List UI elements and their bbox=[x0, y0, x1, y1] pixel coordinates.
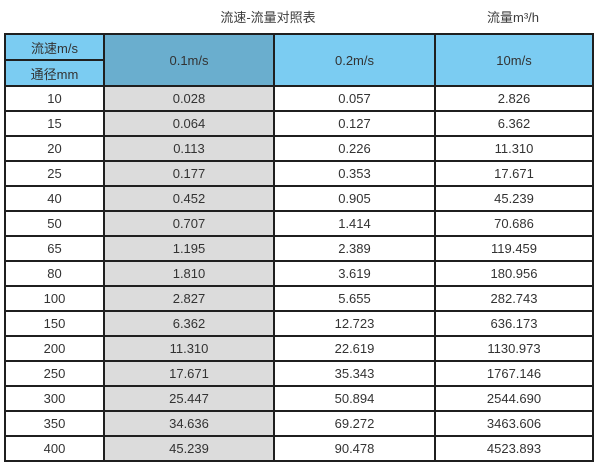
diameter-cell: 50 bbox=[4, 210, 105, 237]
header-diameter-label: 通径mm bbox=[4, 59, 105, 87]
flow-cell-0-2ms: 2.389 bbox=[273, 235, 436, 262]
table-row: 20 0.113 0.226 11.310 bbox=[4, 135, 594, 162]
flow-cell-0-2ms: 3.619 bbox=[273, 260, 436, 287]
page-title: 流速-流量对照表 bbox=[220, 10, 316, 25]
column-header-0-2ms: 0.2m/s bbox=[273, 33, 436, 87]
table-header: 流速m/s 0.1m/s 0.2m/s 10m/s 通径mm bbox=[4, 33, 594, 87]
table-row: 400 45.239 90.478 4523.893 bbox=[4, 435, 594, 462]
table-row: 15 0.064 0.127 6.362 bbox=[4, 110, 594, 137]
flow-cell-0-2ms: 1.414 bbox=[273, 210, 436, 237]
diameter-cell: 200 bbox=[4, 335, 105, 362]
table-row: 200 11.310 22.619 1130.973 bbox=[4, 335, 594, 362]
flow-cell-10ms: 3463.606 bbox=[434, 410, 594, 437]
diameter-cell: 20 bbox=[4, 135, 105, 162]
flow-cell-0-1ms: 0.064 bbox=[103, 110, 275, 137]
header-row-top: 流速m/s 0.1m/s 0.2m/s 10m/s bbox=[4, 33, 594, 87]
diameter-cell: 150 bbox=[4, 310, 105, 337]
flow-cell-0-1ms: 2.827 bbox=[103, 285, 275, 312]
flow-cell-10ms: 282.743 bbox=[434, 285, 594, 312]
diameter-cell: 250 bbox=[4, 360, 105, 387]
table-row: 250 17.671 35.343 1767.146 bbox=[4, 360, 594, 387]
header-row-bottom: 通径mm bbox=[4, 59, 593, 87]
flow-cell-10ms: 17.671 bbox=[434, 160, 594, 187]
flow-cell-10ms: 119.459 bbox=[434, 235, 594, 262]
flow-cell-10ms: 70.686 bbox=[434, 210, 594, 237]
flow-cell-0-2ms: 69.272 bbox=[273, 410, 436, 437]
table-row: 80 1.810 3.619 180.956 bbox=[4, 260, 594, 287]
flow-cell-10ms: 180.956 bbox=[434, 260, 594, 287]
diameter-cell: 10 bbox=[4, 85, 105, 112]
table-body: 10 0.028 0.057 2.826 15 0.064 0.127 6.36… bbox=[4, 85, 594, 462]
flow-cell-10ms: 1767.146 bbox=[434, 360, 594, 387]
table-row: 300 25.447 50.894 2544.690 bbox=[4, 385, 594, 412]
flow-cell-10ms: 6.362 bbox=[434, 110, 594, 137]
flow-cell-0-2ms: 0.353 bbox=[273, 160, 436, 187]
table-row: 100 2.827 5.655 282.743 bbox=[4, 285, 594, 312]
diameter-cell: 65 bbox=[4, 235, 105, 262]
header-velocity-label: 流速m/s bbox=[4, 33, 105, 61]
flow-cell-0-1ms: 45.239 bbox=[103, 435, 275, 462]
table-row: 10 0.028 0.057 2.826 bbox=[4, 85, 594, 112]
table-row: 25 0.177 0.353 17.671 bbox=[4, 160, 594, 187]
diameter-cell: 350 bbox=[4, 410, 105, 437]
flow-cell-0-1ms: 1.810 bbox=[103, 260, 275, 287]
flow-cell-0-1ms: 11.310 bbox=[103, 335, 275, 362]
diameter-cell: 300 bbox=[4, 385, 105, 412]
flow-cell-0-2ms: 0.127 bbox=[273, 110, 436, 137]
diameter-cell: 40 bbox=[4, 185, 105, 212]
flow-cell-0-2ms: 0.226 bbox=[273, 135, 436, 162]
diameter-cell: 15 bbox=[4, 110, 105, 137]
flow-cell-0-2ms: 12.723 bbox=[273, 310, 436, 337]
flow-cell-0-2ms: 50.894 bbox=[273, 385, 436, 412]
flow-cell-0-1ms: 34.636 bbox=[103, 410, 275, 437]
diameter-cell: 100 bbox=[4, 285, 105, 312]
table-row: 40 0.452 0.905 45.239 bbox=[4, 185, 594, 212]
flow-cell-10ms: 2544.690 bbox=[434, 385, 594, 412]
flow-cell-0-1ms: 0.707 bbox=[103, 210, 275, 237]
flow-rate-table: 流速m/s 0.1m/s 0.2m/s 10m/s 通径mm 10 0.028 … bbox=[4, 33, 594, 462]
flow-cell-10ms: 2.826 bbox=[434, 85, 594, 112]
flow-cell-10ms: 4523.893 bbox=[434, 435, 594, 462]
flow-cell-0-1ms: 0.028 bbox=[103, 85, 275, 112]
flow-cell-10ms: 1130.973 bbox=[434, 335, 594, 362]
column-header-0-1ms: 0.1m/s bbox=[103, 33, 275, 87]
titlebar: 流速-流量对照表 流量m³/h bbox=[0, 0, 600, 33]
flow-cell-0-1ms: 17.671 bbox=[103, 360, 275, 387]
flow-cell-10ms: 11.310 bbox=[434, 135, 594, 162]
flow-cell-0-1ms: 1.195 bbox=[103, 235, 275, 262]
table-row: 350 34.636 69.272 3463.606 bbox=[4, 410, 594, 437]
flow-cell-0-2ms: 90.478 bbox=[273, 435, 436, 462]
diameter-cell: 80 bbox=[4, 260, 105, 287]
flow-unit-label: 流量m³/h bbox=[486, 10, 540, 25]
flow-cell-0-1ms: 0.113 bbox=[103, 135, 275, 162]
flow-cell-0-1ms: 6.362 bbox=[103, 310, 275, 337]
table-row: 65 1.195 2.389 119.459 bbox=[4, 235, 594, 262]
flow-cell-0-2ms: 0.905 bbox=[273, 185, 436, 212]
table-row: 150 6.362 12.723 636.173 bbox=[4, 310, 594, 337]
flow-cell-0-2ms: 0.057 bbox=[273, 85, 436, 112]
column-header-10ms: 10m/s bbox=[434, 33, 594, 87]
flow-cell-10ms: 636.173 bbox=[434, 310, 594, 337]
diameter-cell: 400 bbox=[4, 435, 105, 462]
table-row: 50 0.707 1.414 70.686 bbox=[4, 210, 594, 237]
flow-cell-10ms: 45.239 bbox=[434, 185, 594, 212]
diameter-cell: 25 bbox=[4, 160, 105, 187]
flow-cell-0-2ms: 5.655 bbox=[273, 285, 436, 312]
flow-cell-0-1ms: 0.177 bbox=[103, 160, 275, 187]
flow-cell-0-1ms: 0.452 bbox=[103, 185, 275, 212]
flow-cell-0-2ms: 35.343 bbox=[273, 360, 436, 387]
flow-cell-0-2ms: 22.619 bbox=[273, 335, 436, 362]
flow-cell-0-1ms: 25.447 bbox=[103, 385, 275, 412]
